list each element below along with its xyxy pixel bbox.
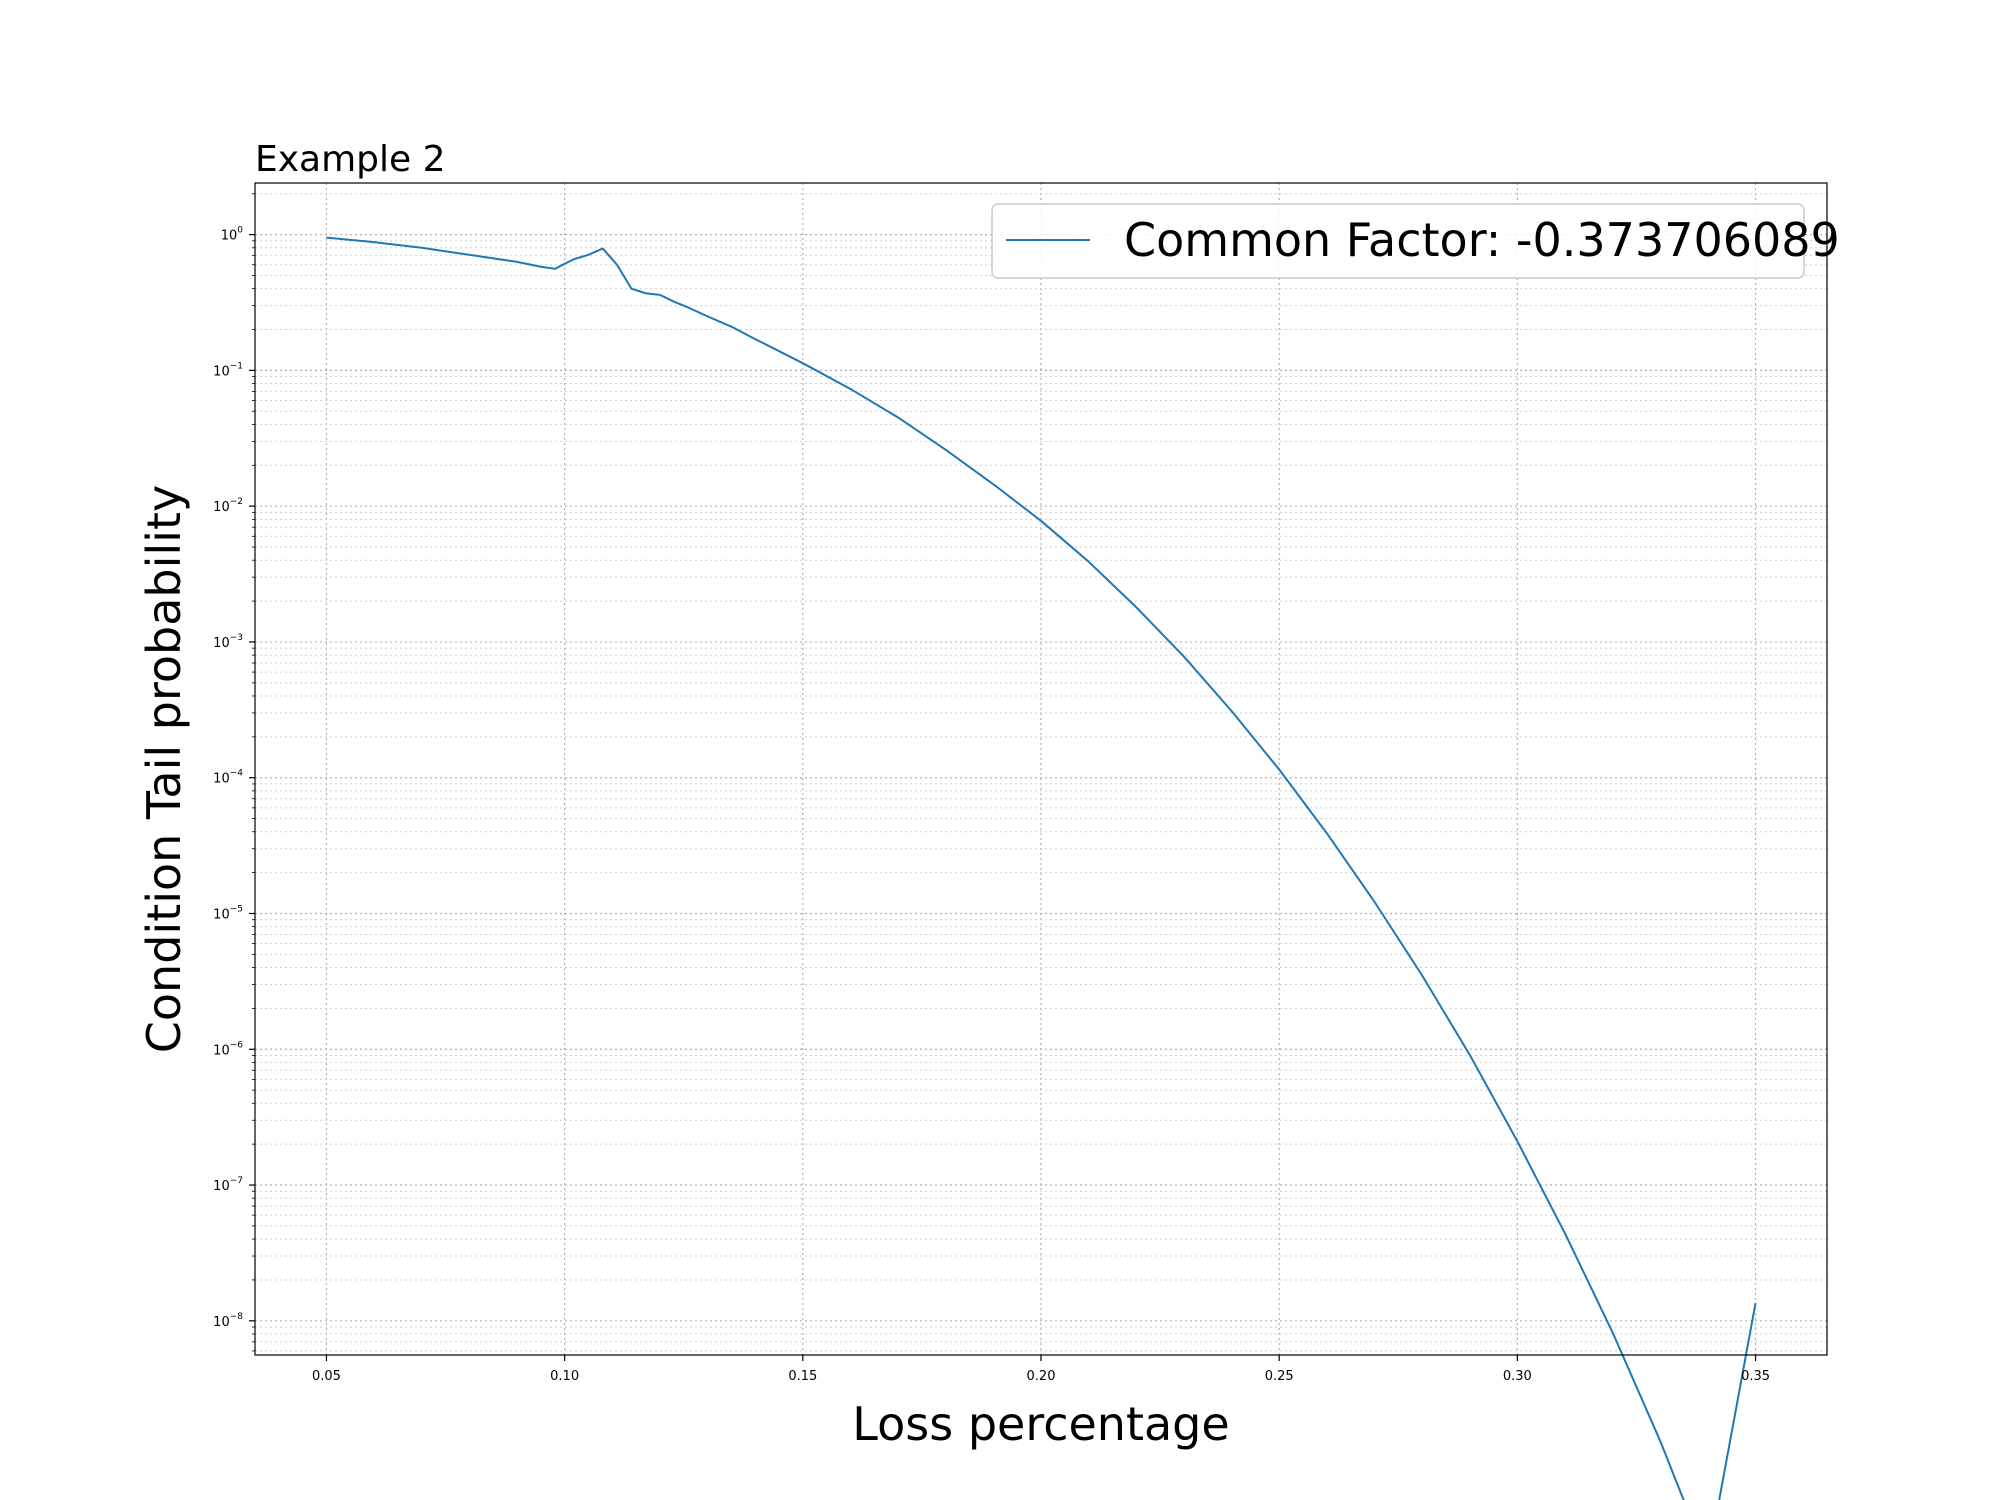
- chart-title: Example 2: [255, 139, 446, 180]
- y-tick-label: 10−3: [213, 633, 243, 651]
- y-tick-mantissa: 10: [213, 1179, 230, 1194]
- y-tick-exponent: −2: [230, 497, 243, 507]
- x-axis-ticks: 0.05 0.10 0.15 0.20 0.25 0.30 0.35: [312, 1355, 1770, 1384]
- x-axis-label: Loss percentage: [852, 1397, 1229, 1451]
- y-tick-mantissa: 10: [213, 500, 230, 515]
- y-tick-label: 10−2: [213, 497, 243, 515]
- y-axis-label: Condition Tail probability: [137, 485, 191, 1053]
- x-tick-label: 0.30: [1503, 1369, 1532, 1384]
- x-tick-label: 0.35: [1741, 1369, 1770, 1384]
- y-tick-mantissa: 10: [213, 636, 230, 651]
- y-tick-mantissa: 10: [221, 229, 238, 244]
- y-tick-label: 10−6: [213, 1040, 243, 1058]
- y-tick-mantissa: 10: [213, 772, 230, 787]
- y-tick-label: 10−7: [213, 1176, 243, 1194]
- x-tick-label: 0.05: [312, 1369, 341, 1384]
- y-tick-exponent: −7: [230, 1176, 243, 1186]
- y-tick-label: 10−1: [213, 361, 243, 379]
- y-tick-exponent: −6: [230, 1040, 244, 1050]
- x-tick-label: 0.10: [550, 1369, 579, 1384]
- series-line: [326, 236, 1757, 1500]
- legend-label: Common Factor: -0.373706089: [1124, 213, 1840, 267]
- y-tick-mantissa: 10: [213, 1315, 230, 1330]
- x-tick-label: 0.15: [788, 1369, 817, 1384]
- y-tick-label: 10−5: [213, 904, 243, 922]
- y-tick-exponent: −4: [230, 769, 244, 779]
- legend: Common Factor: -0.373706089: [991, 203, 1840, 279]
- y-tick-label: 10−4: [213, 769, 243, 787]
- y-tick-exponent: −3: [230, 633, 243, 643]
- y-tick-exponent: 0: [237, 226, 243, 236]
- series-layer: [326, 236, 1757, 1500]
- legend-box: [991, 203, 1805, 279]
- y-tick-mantissa: 10: [213, 1043, 230, 1058]
- x-tick-label: 0.25: [1265, 1369, 1294, 1384]
- y-tick-mantissa: 10: [213, 907, 230, 922]
- y-tick-label: 100: [221, 226, 244, 244]
- y-tick-exponent: −8: [230, 1312, 244, 1322]
- y-tick-label: 10−8: [213, 1312, 243, 1330]
- y-tick-mantissa: 10: [213, 364, 230, 379]
- y-tick-exponent: −1: [230, 361, 243, 371]
- grid: [255, 183, 1827, 1355]
- y-tick-exponent: −5: [230, 904, 243, 914]
- x-tick-label: 0.20: [1027, 1369, 1056, 1384]
